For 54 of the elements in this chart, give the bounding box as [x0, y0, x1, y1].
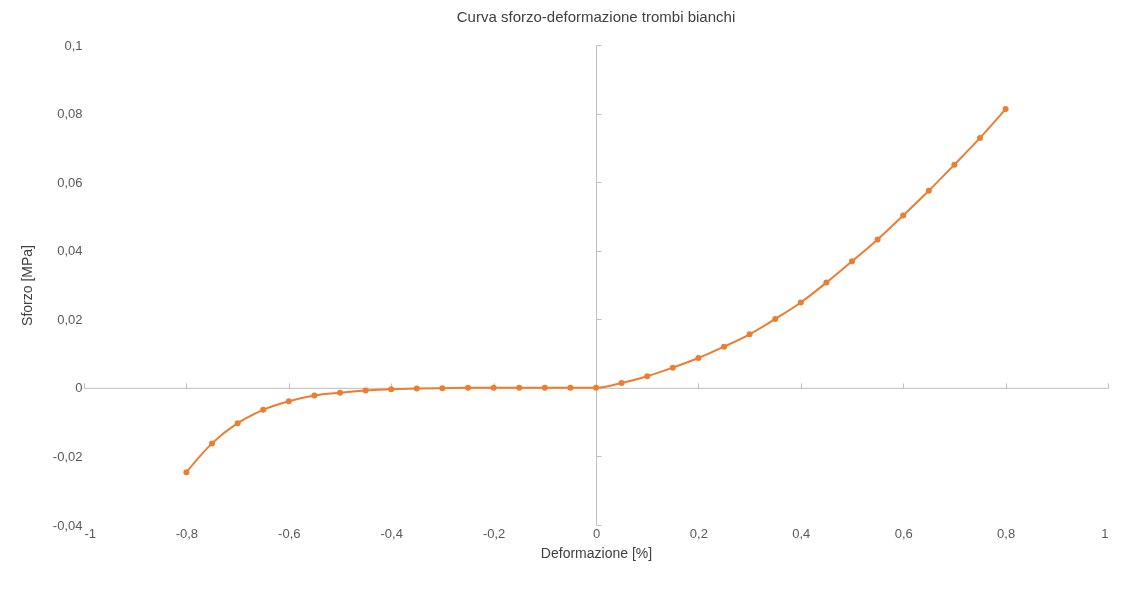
point [567, 384, 574, 391]
x-tick-label: -1 [84, 525, 97, 541]
point [951, 161, 958, 168]
point [234, 420, 241, 427]
x-tick-label: 0,4 [792, 525, 811, 541]
point [439, 385, 446, 392]
point [337, 389, 343, 396]
point [772, 315, 779, 322]
y-tick-label: 0 [75, 380, 83, 396]
point [695, 355, 702, 362]
y-tick-label: 0,02 [57, 311, 83, 327]
x-tick-label: 0 [592, 525, 601, 541]
point [669, 364, 676, 371]
point [746, 331, 753, 338]
point [209, 440, 215, 447]
y-tick-label: 0,04 [57, 243, 83, 259]
y-tick-label: 0,06 [57, 174, 83, 190]
point [721, 343, 727, 350]
y-tick-label: -0,04 [52, 517, 83, 533]
point [541, 384, 548, 391]
point [1002, 106, 1009, 113]
point [874, 236, 881, 243]
point [183, 469, 190, 476]
x-tick-label: 1 [1101, 525, 1109, 541]
y-tick-label: -0,02 [52, 448, 83, 464]
point [797, 299, 804, 306]
y-tick-label: 0,1 [64, 37, 83, 53]
point [823, 279, 830, 286]
x-tick-label: 0,8 [997, 525, 1016, 541]
point [362, 387, 369, 394]
point [285, 398, 292, 405]
point [977, 134, 983, 141]
point [388, 386, 395, 393]
point [311, 392, 318, 399]
point [465, 384, 471, 391]
point [900, 212, 907, 219]
x-tick-label: 0,6 [894, 525, 913, 541]
point [925, 187, 932, 194]
x-tick-label: -0,4 [380, 525, 403, 541]
point [849, 258, 855, 265]
x-tick-label: -0,8 [175, 525, 199, 541]
point [618, 380, 625, 387]
point [260, 406, 267, 413]
point [490, 384, 497, 391]
y-tick-label: 0,08 [57, 106, 83, 122]
point [516, 384, 523, 391]
point [413, 385, 420, 392]
y-axis-title: Sforzo [MPa] [18, 245, 35, 326]
chart-title: Curva sforzo-deformazione trombi bianchi [456, 8, 736, 25]
x-tick-label: -0,2 [482, 525, 506, 541]
x-tick-label: 0,2 [689, 525, 708, 541]
x-tick-label: -0,6 [278, 525, 301, 541]
x-axis-title: Deformazione [%] [540, 544, 653, 561]
point [644, 373, 651, 380]
